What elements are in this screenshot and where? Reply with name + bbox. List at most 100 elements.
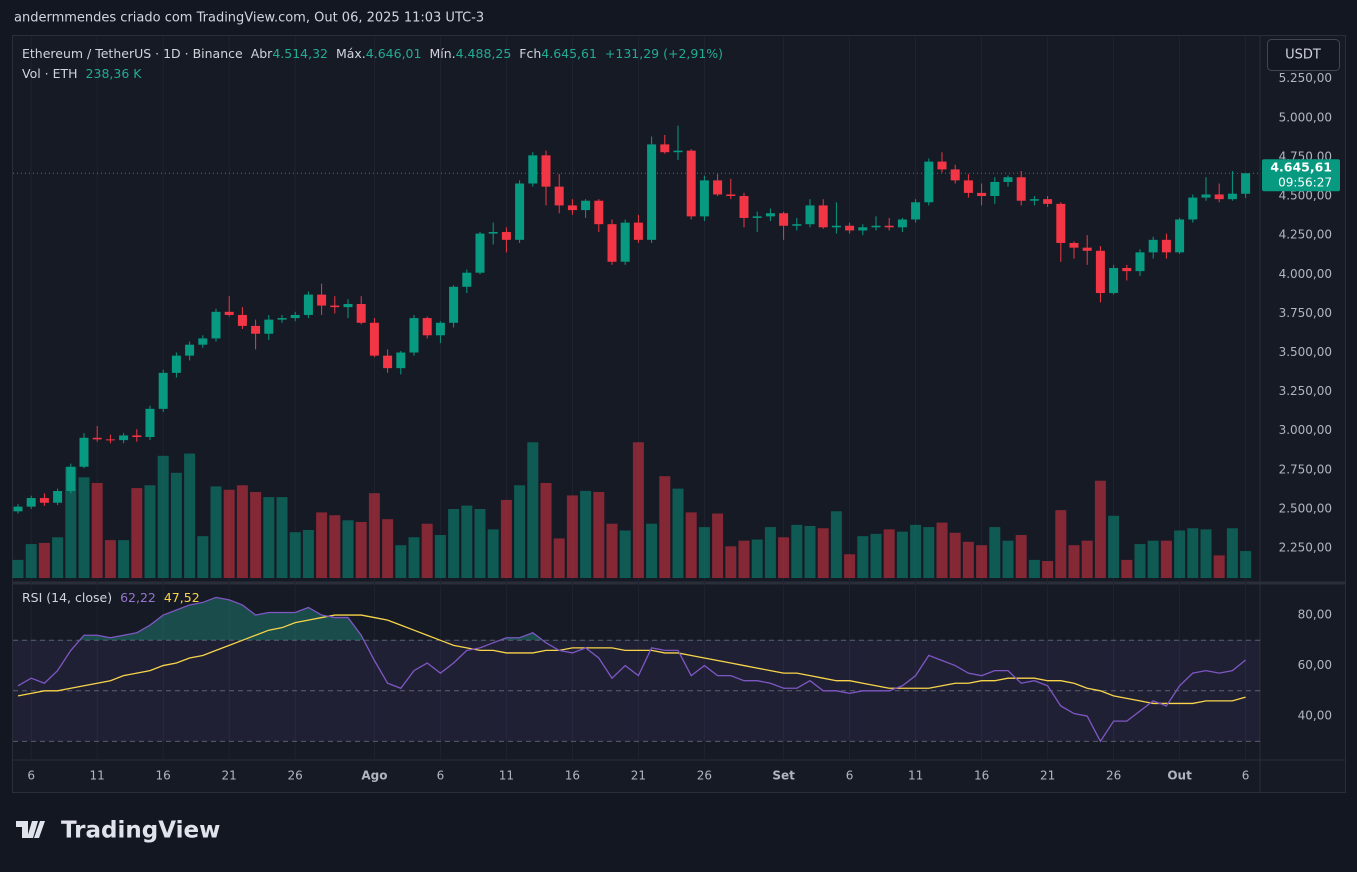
candle-body <box>805 205 815 225</box>
volume-bar <box>619 530 631 578</box>
y-tick-label: 3.250,00 <box>1279 384 1332 398</box>
x-tick-label: 11 <box>908 769 923 783</box>
y-tick-label: 4.500,00 <box>1279 189 1332 203</box>
candle-body <box>567 205 577 211</box>
candle-body <box>541 155 551 187</box>
candle-body <box>713 180 723 195</box>
volume-bar <box>738 540 750 578</box>
volume-bar <box>844 554 856 578</box>
candle-body <box>726 194 736 197</box>
volume-bar <box>263 497 275 578</box>
candle-body <box>211 311 221 339</box>
x-tick-label: Out <box>1167 769 1192 783</box>
candle-body <box>858 227 868 231</box>
rsi-ma-line <box>17 614 1246 705</box>
volume-bar <box>1015 535 1027 578</box>
volume-bar <box>316 512 328 578</box>
volume-label: Vol · ETH <box>22 66 78 81</box>
volume-bar <box>976 545 988 578</box>
volume-bar <box>791 524 803 578</box>
currency-button[interactable] <box>1267 39 1340 71</box>
candle-body <box>224 311 234 315</box>
rsi-ma-value: 47,52 <box>164 590 200 605</box>
volume-bar <box>329 515 341 578</box>
volume-bar <box>382 519 394 578</box>
volume-bar <box>289 532 301 578</box>
candle-body <box>449 286 459 323</box>
candle-body <box>924 161 934 203</box>
candle-body <box>1227 193 1237 200</box>
volume-bar <box>659 476 671 578</box>
candle-body <box>937 161 947 170</box>
volume-bar <box>236 485 248 578</box>
volume-bar <box>223 489 235 578</box>
candle-body <box>277 318 287 320</box>
volume-bar <box>91 482 103 578</box>
volume-bar <box>144 485 156 578</box>
candle-body <box>752 216 762 218</box>
volume-value: 238,36 K <box>86 66 143 81</box>
x-tick-label: 16 <box>565 769 580 783</box>
candle-body <box>528 155 538 184</box>
x-tick-label: 26 <box>697 769 712 783</box>
volume-bar <box>962 541 974 578</box>
x-tick-label: 26 <box>1106 769 1121 783</box>
volume-bar <box>685 512 697 578</box>
x-tick-label: Set <box>772 769 795 783</box>
axis-layer: 2.250,00 2.500,00 2.750,00 3.000,00 3.250,00… <box>27 71 1340 783</box>
y-tick-label: 5.000,00 <box>1279 110 1332 124</box>
volume-bar <box>712 513 724 578</box>
volume-legend: Vol · ETH 238,36 K <box>22 66 142 81</box>
candle-body <box>409 318 419 353</box>
volume-bar <box>1081 540 1093 578</box>
candle-body <box>317 294 327 306</box>
volume-bar <box>606 523 618 578</box>
candle-body <box>1056 203 1066 243</box>
volume-bar <box>78 477 90 578</box>
volume-bar <box>527 442 539 578</box>
candle-body <box>1003 177 1013 182</box>
candle-body <box>26 498 36 507</box>
symbol[interactable]: Ethereum / TetherUS · 1D · Binance <box>22 46 243 61</box>
candle-body <box>633 222 643 240</box>
candle-body <box>765 213 775 217</box>
candle-body <box>845 225 855 231</box>
volume-bar <box>1134 544 1146 578</box>
candle-body <box>699 180 709 217</box>
rsi-line <box>17 596 1247 743</box>
low-label: Mín. <box>429 46 455 61</box>
volume-bar <box>883 529 895 578</box>
volume-bar <box>1094 480 1106 578</box>
x-tick-label: 21 <box>222 769 237 783</box>
candle-body <box>581 200 591 211</box>
rsi-title[interactable]: RSI (14, close) <box>22 590 112 605</box>
volume-bar <box>461 505 473 578</box>
candle-body <box>462 272 472 287</box>
candle-body <box>673 150 683 153</box>
volume-bar <box>1240 551 1252 578</box>
change-value: +131,29 (+2,91%) <box>605 46 723 61</box>
rsi-tick-label: 80,00 <box>1298 608 1332 622</box>
volume-bar <box>487 529 499 578</box>
volume-bar <box>870 533 882 578</box>
candle-body <box>990 181 1000 197</box>
volume-bar <box>355 522 367 578</box>
candle-body <box>66 466 76 491</box>
open-label: Abr <box>251 46 273 61</box>
x-tick-label: 6 <box>27 769 35 783</box>
candle-body <box>1148 239 1158 253</box>
x-tick-label: 6 <box>1242 769 1250 783</box>
candle-body <box>1122 268 1132 272</box>
logo-text: TradingView <box>61 818 220 844</box>
volume-bar <box>210 486 222 578</box>
candle-body <box>13 506 23 512</box>
candle-body <box>39 498 49 503</box>
candle-body <box>105 439 115 441</box>
volume-bar <box>949 532 961 578</box>
candle-body <box>356 303 366 323</box>
x-tick-label: 21 <box>631 769 646 783</box>
volume-bar <box>817 528 829 578</box>
candle-body <box>1214 194 1224 200</box>
volume-bar <box>896 531 908 578</box>
currency-label[interactable]: USDT <box>1285 48 1321 63</box>
